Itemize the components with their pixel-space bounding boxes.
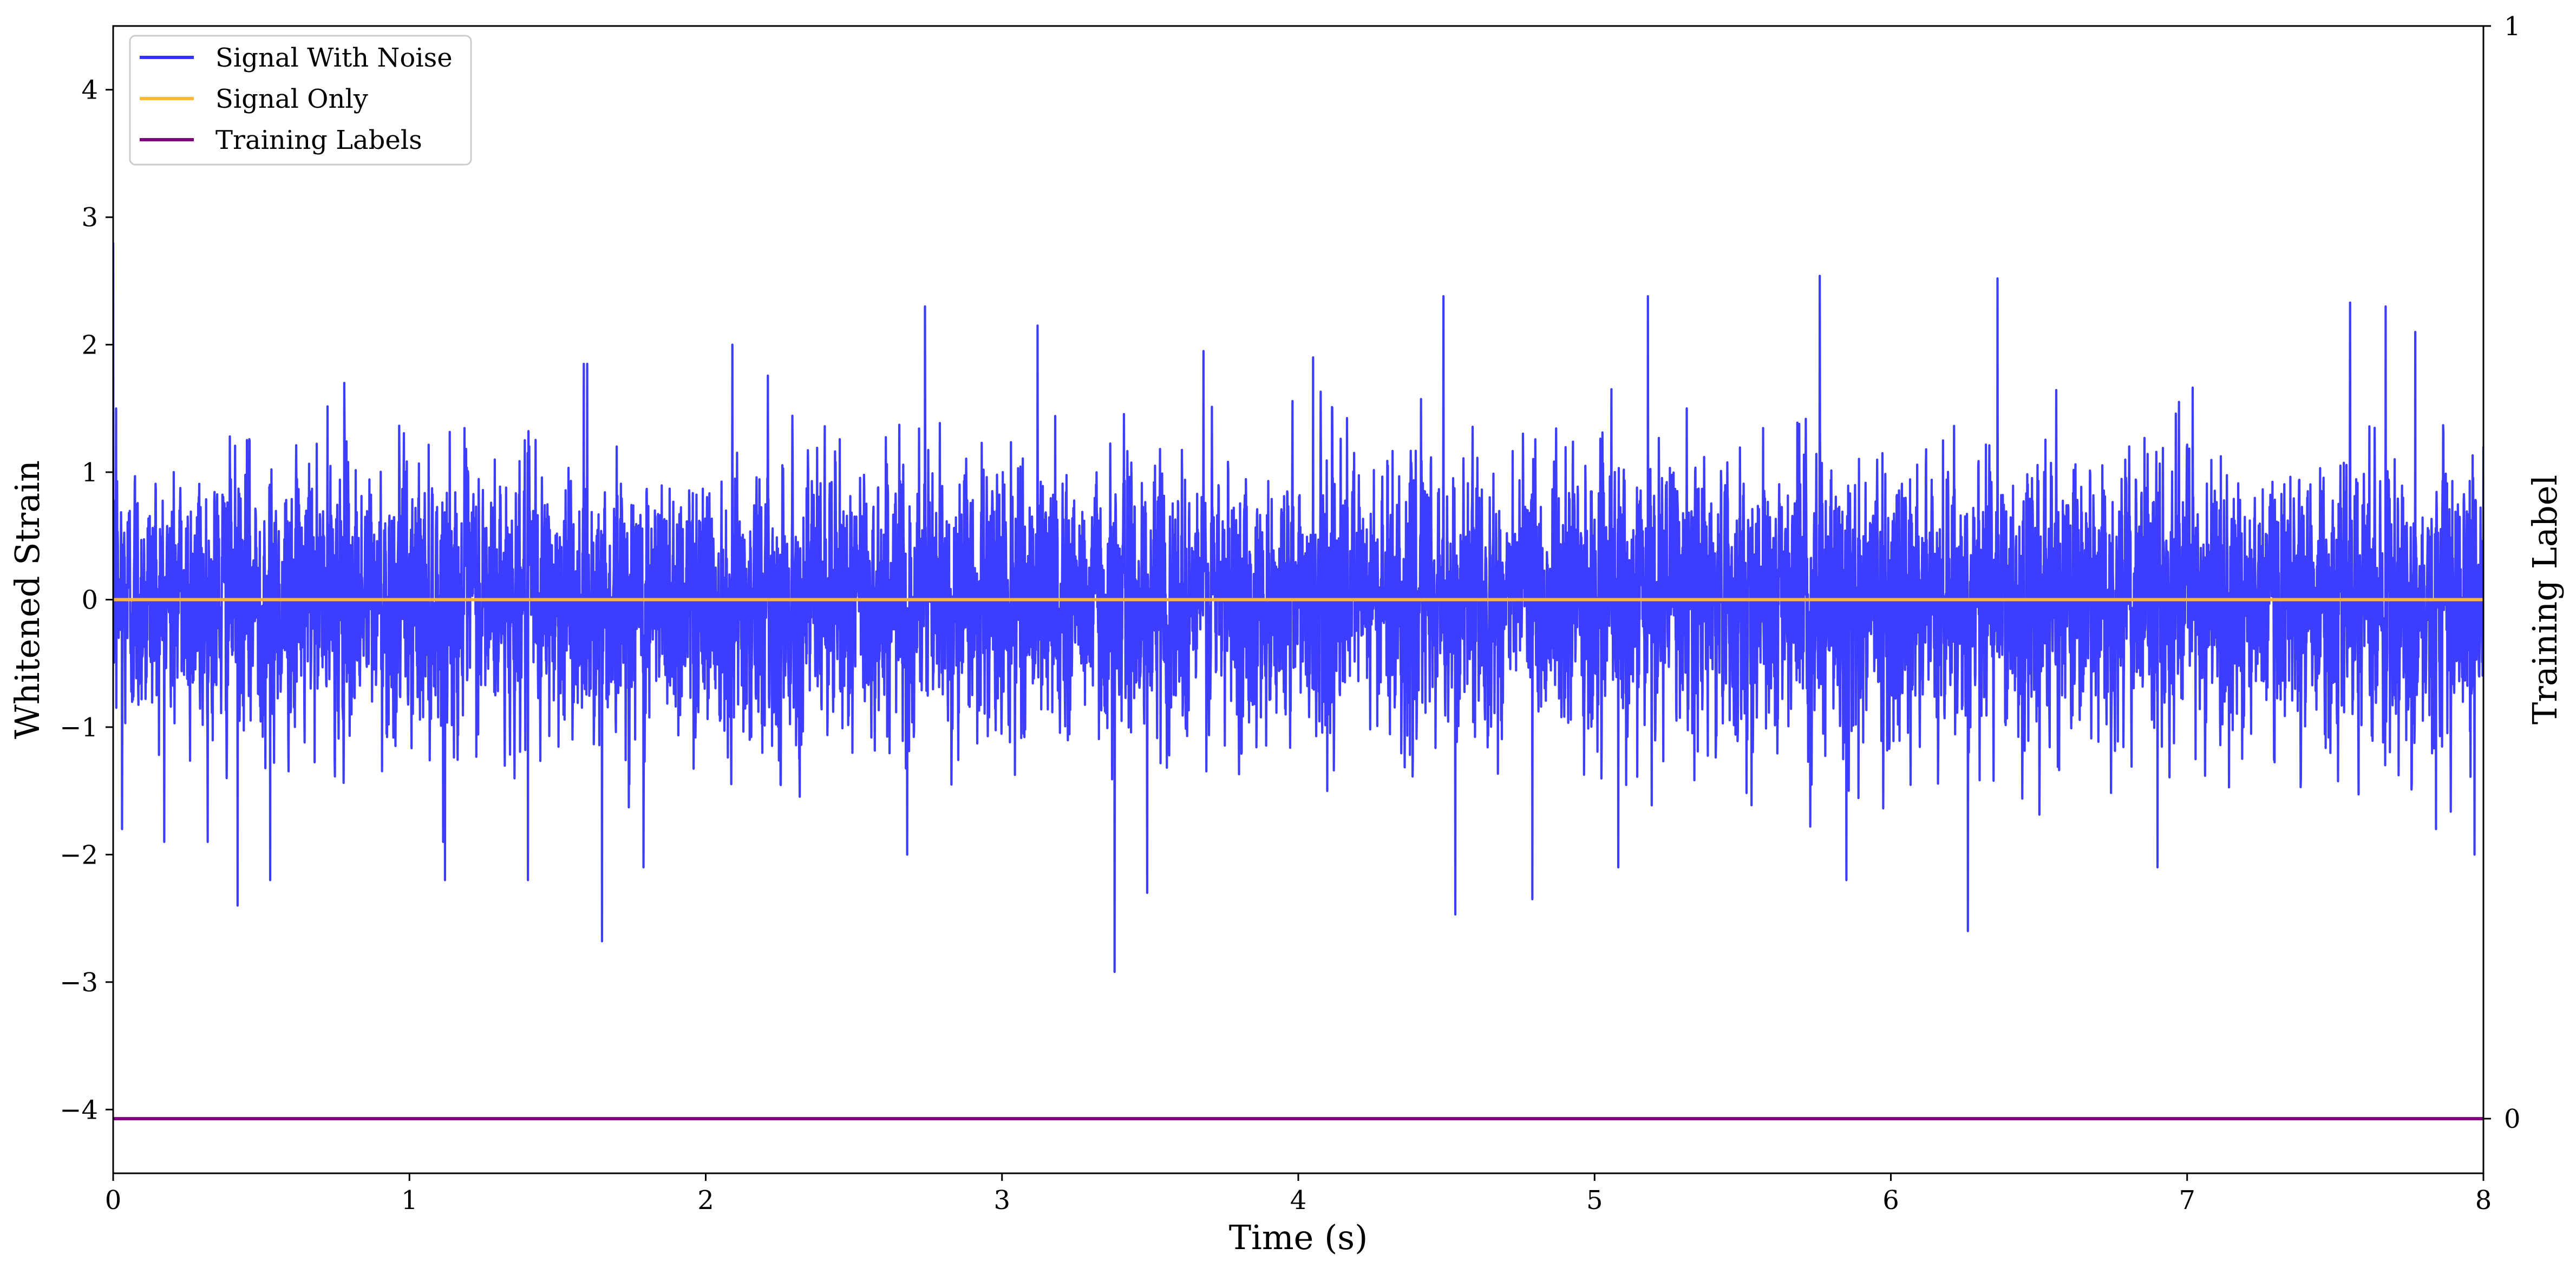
y2-axis-title: Training Label <box>2525 475 2565 724</box>
x-tick-label: 5 <box>1586 1185 1603 1216</box>
legend-label: Signal With Noise <box>215 43 453 73</box>
x-tick-label: 3 <box>993 1185 1010 1216</box>
x-tick-label: 0 <box>105 1185 122 1216</box>
x-tick-label: 1 <box>401 1185 418 1216</box>
legend-label: Signal Only <box>215 84 368 114</box>
x-tick-label: 8 <box>2475 1185 2492 1216</box>
y-tick-label: 3 <box>81 202 98 233</box>
y2-tick-label: 0 <box>2504 1104 2521 1134</box>
x-tick-label: 6 <box>1882 1185 1899 1216</box>
plot-area <box>113 243 2483 1121</box>
x-tick-label: 4 <box>1290 1185 1307 1216</box>
y-tick-label: −2 <box>60 840 98 870</box>
x-tick-label: 7 <box>2179 1185 2195 1216</box>
x-tick-label: 2 <box>697 1185 714 1216</box>
y-axis-title: Whitened Strain <box>8 460 47 739</box>
legend-box <box>129 35 472 166</box>
x-axis-title: Time (s) <box>1229 1218 1368 1257</box>
legend-label: Training Labels <box>215 125 422 155</box>
y-tick-label: 4 <box>81 75 98 106</box>
y-tick-label: 2 <box>81 330 98 361</box>
y-tick-label: 1 <box>81 458 98 488</box>
y-tick-label: 0 <box>81 585 98 616</box>
y-tick-label: −3 <box>60 968 98 998</box>
y-tick-label: −4 <box>60 1095 98 1125</box>
series-signal-with-noise-line <box>113 243 2483 974</box>
y-tick-label: −1 <box>60 713 98 743</box>
y2-tick-label: 1 <box>2504 11 2521 42</box>
